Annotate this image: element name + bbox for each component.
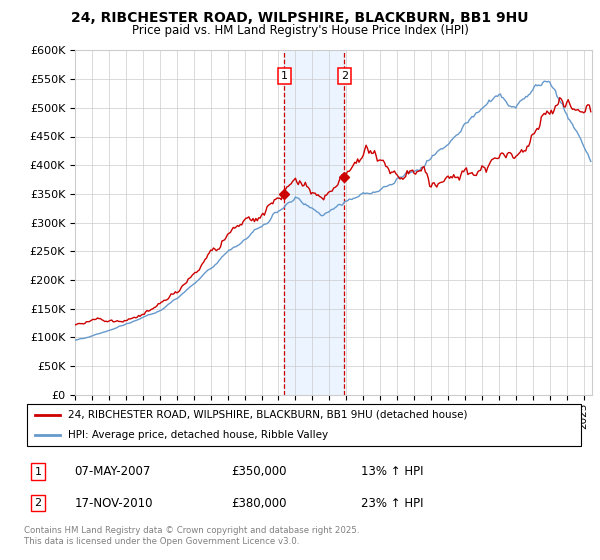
Text: 17-NOV-2010: 17-NOV-2010 [74,497,153,510]
Text: 1: 1 [35,466,41,477]
Text: 1: 1 [281,71,288,81]
FancyBboxPatch shape [27,404,581,446]
Text: 2: 2 [34,498,41,508]
Text: 13% ↑ HPI: 13% ↑ HPI [361,465,423,478]
Bar [284,50,344,395]
Text: 07-MAY-2007: 07-MAY-2007 [74,465,151,478]
Text: 24, RIBCHESTER ROAD, WILPSHIRE, BLACKBURN, BB1 9HU (detached house): 24, RIBCHESTER ROAD, WILPSHIRE, BLACKBUR… [68,410,467,420]
Text: Price paid vs. HM Land Registry's House Price Index (HPI): Price paid vs. HM Land Registry's House … [131,24,469,36]
Text: £350,000: £350,000 [232,465,287,478]
Text: HPI: Average price, detached house, Ribble Valley: HPI: Average price, detached house, Ribb… [68,430,328,440]
Text: 2: 2 [341,71,348,81]
Text: £380,000: £380,000 [232,497,287,510]
Text: 23% ↑ HPI: 23% ↑ HPI [361,497,423,510]
Text: 24, RIBCHESTER ROAD, WILPSHIRE, BLACKBURN, BB1 9HU: 24, RIBCHESTER ROAD, WILPSHIRE, BLACKBUR… [71,11,529,25]
Text: Contains HM Land Registry data © Crown copyright and database right 2025.
This d: Contains HM Land Registry data © Crown c… [24,526,359,546]
